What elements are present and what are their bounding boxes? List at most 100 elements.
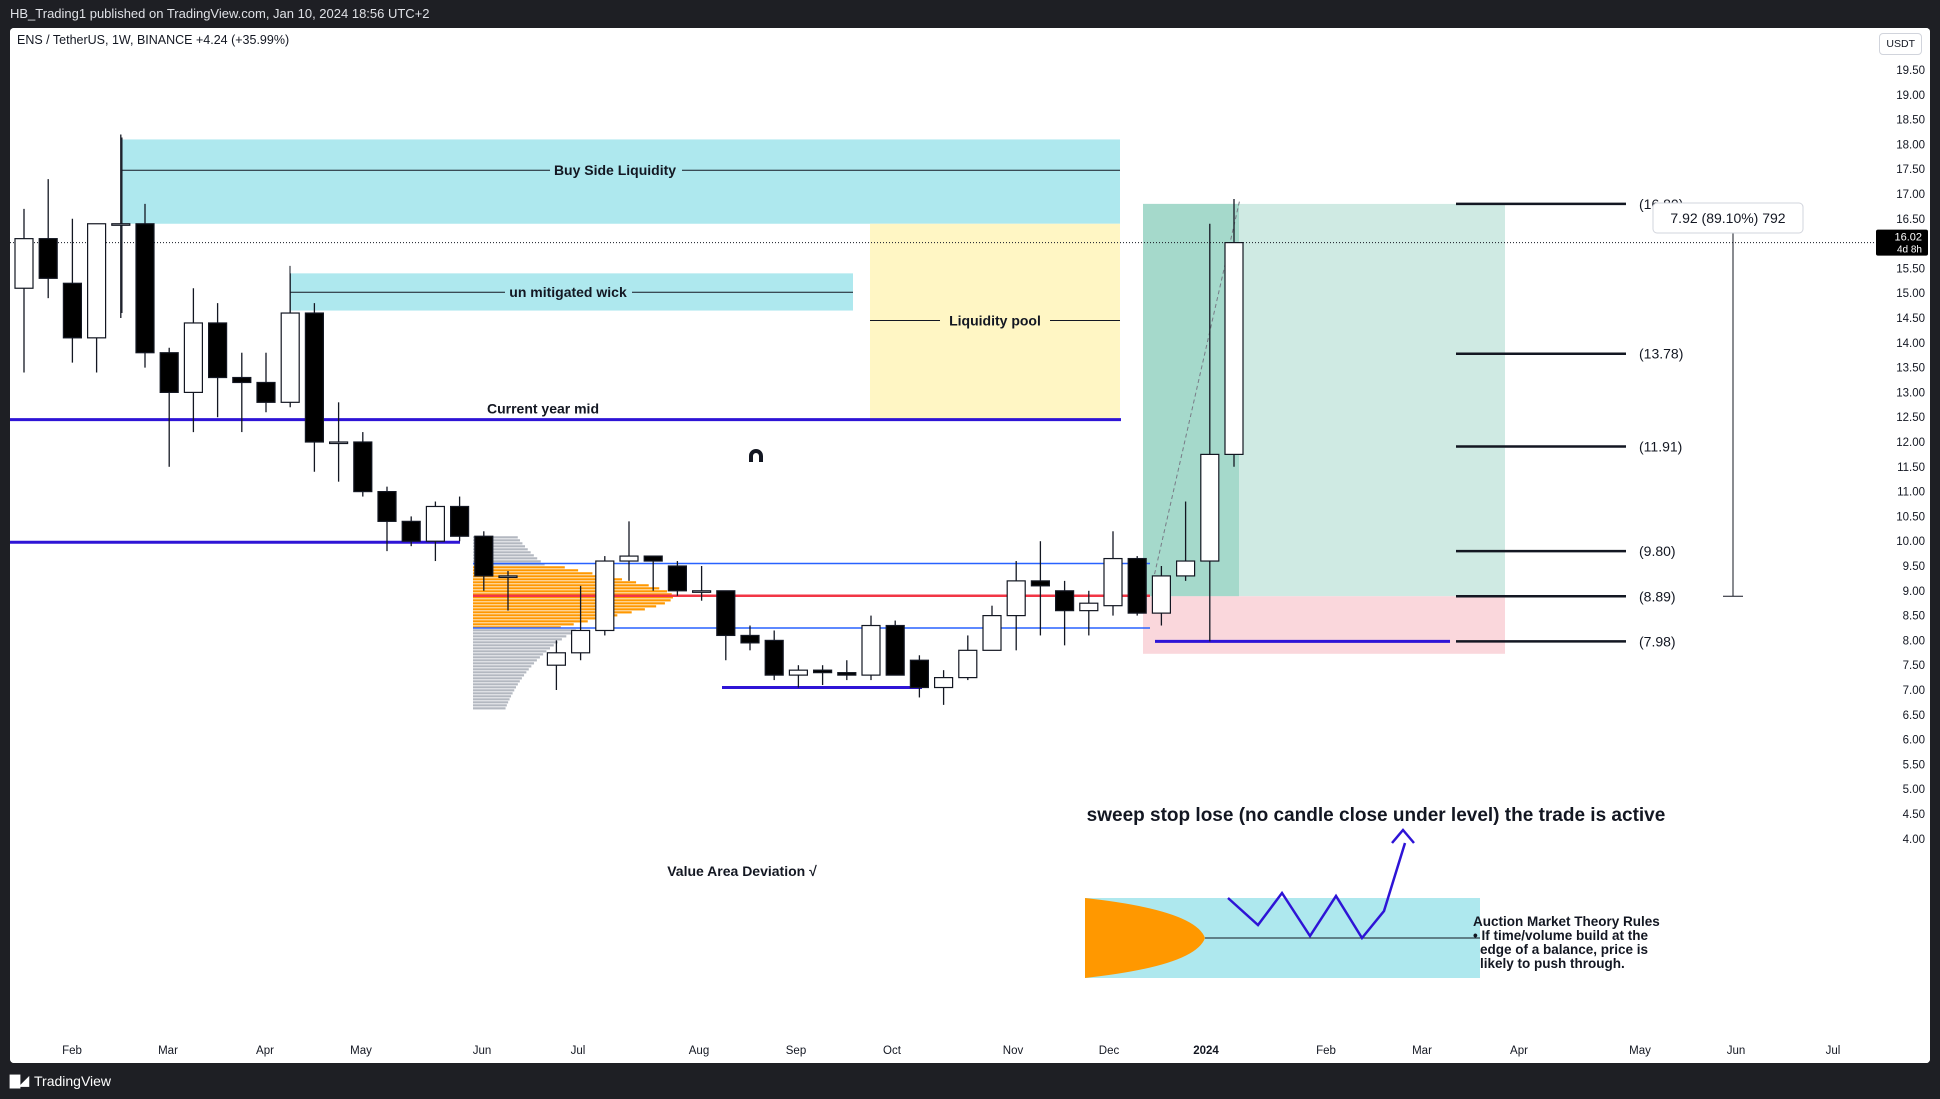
price-tick-label: 19.00 xyxy=(1896,90,1925,102)
candles-layer xyxy=(14,134,1244,705)
measure-label-box xyxy=(1652,202,1804,234)
price-tick-label: 8.00 xyxy=(1903,635,1925,647)
bull-candle xyxy=(111,223,131,226)
tradingview-logo-icon: ▇◢ xyxy=(10,1073,29,1088)
volume-profile-bar xyxy=(473,695,512,698)
bull-candle xyxy=(86,223,107,339)
volume-profile-bar xyxy=(473,707,506,710)
volume-profile-bar xyxy=(473,638,562,641)
bear-candle xyxy=(812,669,833,674)
footer-bar: ▇◢ TradingView xyxy=(0,1063,1940,1099)
price-chart[interactable]: Buy Side Liquidity un mitigated wick Liqui… xyxy=(10,28,1930,1063)
price-axis[interactable]: 4.00 4.50 5.00 5.50 6.00 6.50 7.00 7.50 8.00 8.50… xyxy=(1876,28,1930,1063)
volume-profile-bar xyxy=(473,620,588,623)
bull-candle xyxy=(1006,580,1026,617)
bull-candle xyxy=(1200,453,1220,562)
bull-candle xyxy=(1151,575,1172,614)
liquidity-pool-label: Liquidity pool xyxy=(949,312,1041,328)
bear-candle xyxy=(716,590,736,637)
target-level-label: (11.91) xyxy=(1639,438,1682,454)
amt-rules-line: likely to push through. xyxy=(1480,956,1625,971)
amt-rules-title: Auction Market Theory Rules xyxy=(1473,914,1660,929)
price-tick-label: 8.50 xyxy=(1903,611,1925,623)
bear-candle xyxy=(450,505,470,537)
time-tick-label: 2024 xyxy=(1193,1045,1219,1057)
price-axis-background xyxy=(1886,28,1930,1063)
volume-profile-bar xyxy=(473,632,571,635)
volume-profile-bar xyxy=(473,554,534,557)
bear-candle xyxy=(62,282,83,339)
time-tick-label: Jul xyxy=(571,1045,586,1057)
time-axis[interactable]: Feb Mar Apr May Jun Jul Aug Sep Oct Nov Dec 2024 Feb… xyxy=(62,1045,1840,1057)
volume-profile-bar xyxy=(473,551,531,554)
volume-profile-bar xyxy=(473,584,649,587)
volume-profile-bar xyxy=(473,569,579,572)
volume-profile-bar xyxy=(473,557,538,560)
volume-profile-bar xyxy=(473,539,521,542)
bull-candle xyxy=(1079,602,1099,612)
bear-candle xyxy=(474,535,494,577)
bear-candle xyxy=(208,322,228,379)
volume-profile-bar xyxy=(473,683,518,686)
price-tick-label: 7.00 xyxy=(1903,685,1925,697)
bear-candle xyxy=(159,352,179,394)
price-tick-label: 5.50 xyxy=(1903,759,1925,771)
bull-candle xyxy=(498,575,518,579)
volume-profile-bar xyxy=(473,704,507,707)
unmitigated-wick-label: un mitigated wick xyxy=(509,284,627,300)
chart-panel[interactable]: Buy Side Liquidity un mitigated wick Liqui… xyxy=(10,28,1930,1063)
time-tick-label: Mar xyxy=(1412,1045,1432,1057)
published-header: HB_Trading1 published on TradingView.com… xyxy=(0,0,1940,28)
time-tick-label: Jul xyxy=(1826,1045,1841,1057)
volume-profile-bar xyxy=(473,563,545,566)
last-price-countdown: 4d 8h xyxy=(1897,245,1922,256)
price-tick-label: 17.00 xyxy=(1896,189,1925,201)
liquidity-pool-zone xyxy=(870,223,1120,420)
bear-candle xyxy=(304,312,324,443)
amt-price-path xyxy=(1227,842,1407,941)
volume-profile-bar xyxy=(473,578,623,581)
last-price-badge xyxy=(1876,229,1928,256)
bull-candle xyxy=(570,629,591,654)
price-tick-label: 10.50 xyxy=(1896,511,1925,523)
time-tick-label: Jun xyxy=(1727,1045,1746,1057)
price-tick-label: 7.50 xyxy=(1903,660,1925,672)
symbol-legend[interactable]: ENS / TetherUS, 1W, BINANCE +4.24 (+35.9… xyxy=(17,33,290,47)
volume-profile-bar xyxy=(473,689,515,692)
volume-profile-bar xyxy=(473,602,665,605)
volume-profile-bar xyxy=(473,662,535,665)
volume-profile-bar xyxy=(473,671,527,674)
volume-profile-bar xyxy=(473,605,657,608)
volume-profile-bar xyxy=(473,641,558,644)
time-tick-label: Dec xyxy=(1099,1045,1120,1057)
bull-candle xyxy=(982,614,1002,651)
volume-profile-bar xyxy=(473,692,513,695)
bear-candle xyxy=(885,624,905,676)
bear-candle xyxy=(377,491,397,522)
currency-badge[interactable]: USDT xyxy=(1879,33,1922,55)
time-tick-label: May xyxy=(1629,1045,1651,1057)
bull-candle xyxy=(1175,560,1196,577)
bear-candle xyxy=(232,376,252,384)
price-tick-label: 6.50 xyxy=(1903,710,1925,722)
volume-profile-bar xyxy=(473,560,541,563)
volume-profile-bar xyxy=(473,629,576,632)
price-tick-label: 4.00 xyxy=(1903,834,1925,846)
tradingview-logo[interactable]: ▇◢ TradingView xyxy=(10,1073,111,1089)
bull-candle xyxy=(1224,242,1244,456)
price-tick-label: 16.50 xyxy=(1896,214,1925,226)
bear-candle xyxy=(135,223,155,354)
bull-candle xyxy=(546,652,567,666)
bear-candle xyxy=(740,634,760,644)
volume-profile-bar xyxy=(473,536,518,539)
volume-profile-layer xyxy=(473,536,1150,710)
volume-profile-bar xyxy=(473,680,520,683)
last-price-value: 16.02 xyxy=(1894,232,1922,244)
bear-candle xyxy=(643,555,663,562)
bull-candle xyxy=(958,649,978,679)
amt-rules-line: edge of a balance, price is xyxy=(1480,942,1648,957)
price-tick-label: 14.50 xyxy=(1896,313,1925,325)
tradingview-brand: TradingView xyxy=(34,1073,112,1089)
price-tick-label: 11.00 xyxy=(1897,487,1925,499)
amt-rules-line: • If time/volume build at the xyxy=(1473,928,1648,943)
